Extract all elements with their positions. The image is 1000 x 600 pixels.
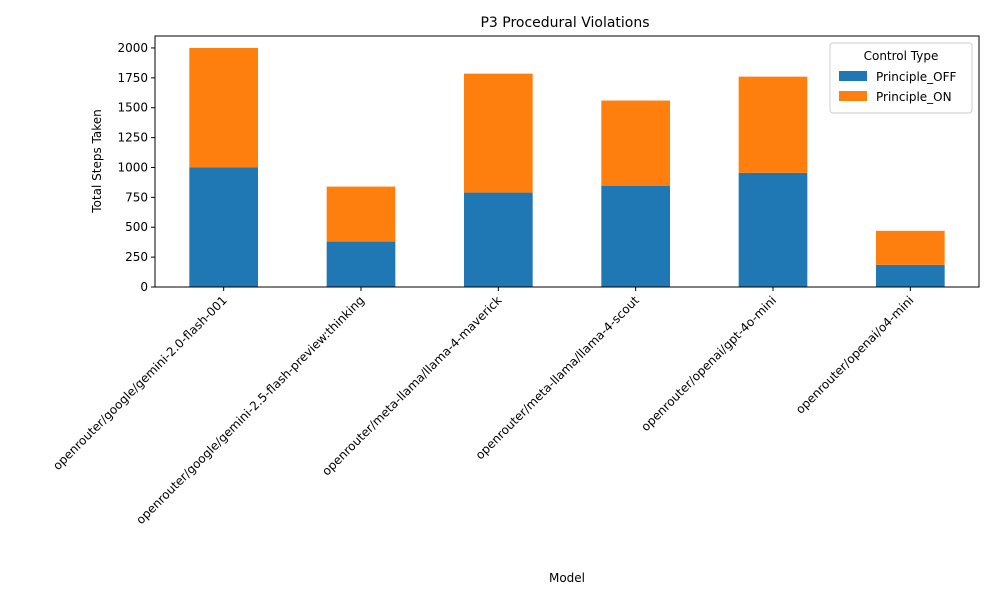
bar-principle-on-5 bbox=[876, 230, 945, 265]
legend-swatch-principle-on bbox=[839, 91, 867, 101]
bars-group bbox=[189, 47, 945, 287]
x-axis: openrouter/google/gemini-2.0-flash-001op… bbox=[50, 287, 916, 527]
legend-title: Control Type bbox=[864, 49, 939, 63]
plot-frame bbox=[154, 35, 980, 288]
x-tick-label: openrouter/google/gemini-2.0-flash-001 bbox=[50, 293, 230, 473]
x-tick-label: openrouter/openai/o4-mini bbox=[793, 293, 916, 416]
y-axis: 0 250 500 750 1000 1250 1500 1750 2000 bbox=[117, 41, 155, 294]
bar-principle-off-5 bbox=[876, 264, 945, 287]
bar-principle-off-4 bbox=[738, 172, 808, 287]
y-tick-label: 1500 bbox=[117, 101, 148, 115]
x-axis-label: Model bbox=[549, 571, 585, 585]
y-tick-label: 1750 bbox=[117, 71, 148, 85]
x-tick-label: openrouter/google/gemini-2.5-flash-previ… bbox=[133, 293, 367, 527]
legend-swatch-principle-off bbox=[839, 71, 867, 81]
bar-principle-on-3 bbox=[601, 100, 670, 187]
chart-title: P3 Procedural Violations bbox=[480, 15, 649, 31]
y-tick-label: 1000 bbox=[117, 160, 148, 174]
y-tick-label: 2000 bbox=[117, 41, 148, 55]
y-tick-label: 0 bbox=[140, 280, 148, 294]
legend: Control Type Principle_OFF Principle_ON bbox=[829, 42, 973, 114]
legend-label-principle-on: Principle_ON bbox=[876, 90, 952, 104]
y-axis-label: Total Steps Taken bbox=[90, 109, 104, 213]
x-tick-label: openrouter/meta-llama/llama-4-scout bbox=[473, 293, 642, 462]
bar-principle-on-2 bbox=[464, 73, 533, 193]
y-tick-label: 500 bbox=[125, 220, 148, 234]
bar-principle-on-1 bbox=[326, 186, 396, 242]
x-tick-label: openrouter/openai/gpt-4o-mini bbox=[638, 293, 779, 434]
bar-principle-off-0 bbox=[189, 167, 258, 287]
bar-principle-off-2 bbox=[464, 192, 533, 287]
bar-principle-off-3 bbox=[601, 186, 670, 287]
y-tick-label: 750 bbox=[125, 190, 148, 204]
bar-principle-on-4 bbox=[738, 76, 808, 173]
legend-label-principle-off: Principle_OFF bbox=[876, 70, 957, 84]
y-tick-label: 250 bbox=[125, 250, 148, 264]
bar-principle-on-0 bbox=[189, 47, 258, 168]
y-tick-label: 1250 bbox=[117, 131, 148, 145]
bar-principle-off-1 bbox=[326, 241, 396, 287]
